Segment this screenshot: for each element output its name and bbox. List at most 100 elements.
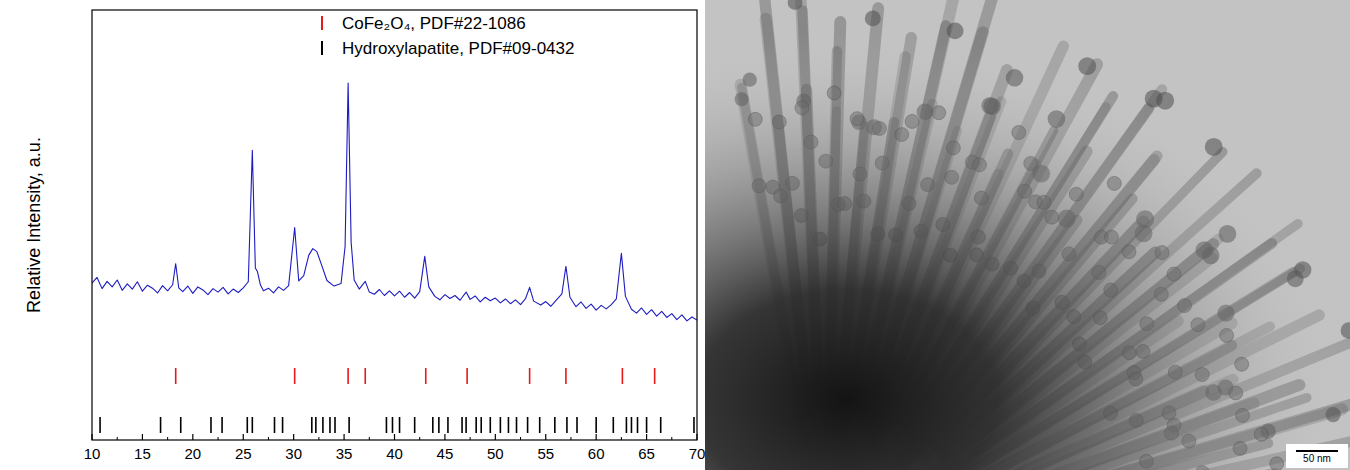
reference-stick [646,417,648,433]
x-minor-tick [520,437,521,440]
reference-stick [282,417,284,433]
x-tick [495,434,496,440]
x-minor-tick [570,437,571,440]
reference-stick [347,368,349,384]
reference-stick [399,417,401,433]
x-tick [91,434,92,440]
reference-stick [311,417,313,433]
reference-stick [508,417,510,433]
x-tick-label: 20 [184,445,201,462]
x-tick-label: 55 [537,445,554,462]
reference-stick [425,368,427,384]
x-minor-tick [167,437,168,440]
x-tick [142,434,143,440]
y-axis-title: Relative Intensity, a.u. [24,137,44,313]
reference-stick [160,417,162,433]
reference-stick [447,417,449,433]
reference-stick [626,417,628,433]
tem-dark-mass [705,0,1350,470]
plot-frame [92,10,697,440]
x-tick-label: 25 [235,445,252,462]
reference-stick [566,417,568,433]
reference-stick [539,417,541,433]
x-tick [293,434,294,440]
x-minor-tick [117,437,118,440]
x-tick-label: 35 [336,445,353,462]
x-minor-tick [369,437,370,440]
reference-stick [252,417,254,433]
x-tick [696,434,697,440]
reference-stick [180,417,182,433]
reference-stick [438,417,440,433]
reference-stick [595,417,597,433]
x-tick [243,434,244,440]
x-tick-label: 65 [638,445,655,462]
scale-bar [1296,450,1338,452]
reference-stick [274,417,276,433]
tem-image: 50 nm [705,0,1350,470]
reference-stick [210,417,212,433]
x-minor-tick [671,437,672,440]
legend-label: Hydroxylapatite, PDF#09-0432 [342,39,574,58]
x-tick-label: 15 [134,445,151,462]
figure: 10 15 20 25 30 35 40 45 50 55 60 65 70 Relative Inten… [0,0,1350,470]
tem-background [705,0,1350,470]
reference-stick [414,417,416,433]
x-tick-label: 30 [285,445,302,462]
xrd-pattern [92,83,697,321]
reference-stick [475,417,477,433]
reference-stick [500,417,502,433]
reference-stick [175,368,177,384]
reference-stick [529,368,531,384]
reference-stick [480,417,482,433]
x-tick [646,434,647,440]
reference-stick [334,417,336,433]
reference-stick [631,417,633,433]
x-tick [343,434,344,440]
x-tick-label: 45 [437,445,454,462]
x-tick-label: 10 [84,445,101,462]
legend-label: CoFe₂O₄, PDF#22-1086 [342,14,526,33]
reference-stick [660,417,662,433]
reference-stick [246,417,248,433]
reference-stick [613,417,615,433]
reference-stick [654,368,656,384]
reference-stick [565,368,567,384]
reference-stick [465,417,467,433]
reference-stick [637,417,639,433]
x-tick [545,434,546,440]
x-minor-tick [218,437,219,440]
x-minor-tick [268,437,269,440]
legend-marker [321,41,323,55]
scale-bar-box [1286,444,1348,468]
reference-stick [466,368,468,384]
reference-stick [386,417,388,433]
reference-stick [576,417,578,433]
legend-marker [321,16,323,30]
reference-stick [516,417,518,433]
scale-bar-label: 50 nm [1303,453,1331,464]
reference-stick [329,417,331,433]
x-minor-tick [621,437,622,440]
reference-stick [99,417,101,433]
reference-stick [364,368,366,384]
x-tick [444,434,445,440]
reference-stick [554,417,556,433]
x-tick-label: 40 [386,445,403,462]
x-tick-label: 50 [487,445,504,462]
reference-stick [322,417,324,433]
reference-stick [693,417,695,433]
x-tick [192,434,193,440]
x-tick-label: 70 [689,445,706,462]
x-minor-tick [318,437,319,440]
x-tick-label: 60 [588,445,605,462]
x-tick [596,434,597,440]
reference-stick [432,417,434,433]
reference-stick [315,417,317,433]
reference-stick [294,368,296,384]
x-minor-tick [470,437,471,440]
reference-stick [348,417,350,433]
plot-area [92,83,697,433]
x-minor-tick [419,437,420,440]
reference-stick [461,417,463,433]
